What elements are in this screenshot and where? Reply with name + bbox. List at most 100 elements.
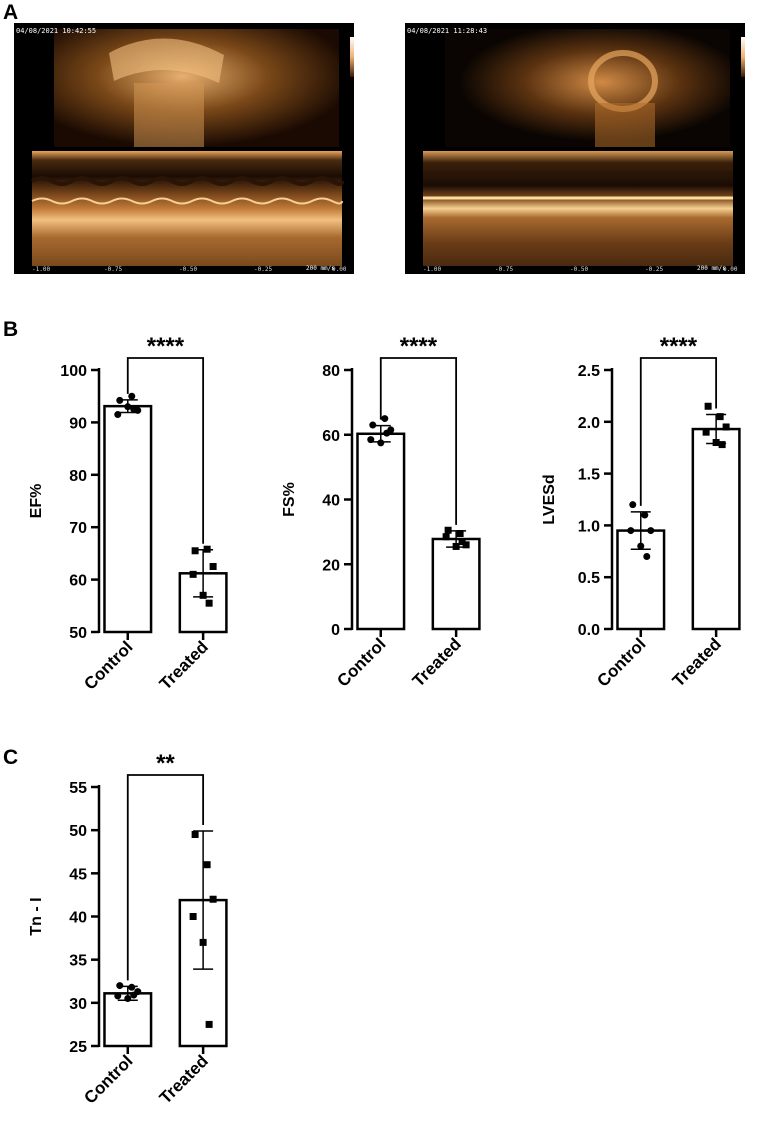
y-tick-label: 80 — [69, 468, 87, 485]
data-point — [462, 541, 470, 549]
data-point — [627, 527, 635, 535]
data-point — [641, 511, 649, 519]
significance-bracket — [126, 357, 205, 544]
data-point — [191, 547, 199, 555]
ultrasound-speed-treated: 200 mm/s — [697, 265, 726, 272]
data-point — [205, 1020, 213, 1028]
ultrasound-graphic-treated: -1.00 -0.75 -0.50 -0.25 0.00 — [423, 29, 745, 273]
y-tick-label: 100 — [60, 363, 87, 380]
significance-label: **** — [400, 333, 438, 360]
ultrasound-timestamp-control: 04/08/2021 10:42:55 — [16, 27, 97, 35]
ultrasound-timestamp-treated: 04/08/2021 11:28:43 — [407, 27, 488, 35]
significance-label: **** — [660, 333, 698, 360]
y-tick-label: 45 — [69, 866, 87, 883]
data-point — [205, 599, 213, 607]
svg-text:-0.75: -0.75 — [104, 266, 122, 273]
panel-label-b: B — [3, 318, 19, 341]
y-axis-title: Tn - I — [28, 897, 45, 935]
y-tick-label: 1.0 — [578, 518, 600, 535]
data-point — [444, 526, 452, 534]
ultrasound-speed-control: 200 mm/s — [306, 265, 335, 272]
x-category-label: Treated — [156, 1051, 212, 1107]
data-point — [442, 533, 450, 541]
y-tick-label: 90 — [69, 415, 87, 432]
y-tick-label: 50 — [69, 625, 87, 642]
data-point — [722, 423, 730, 431]
y-axis-title: LVESd — [541, 474, 558, 524]
y-tick-label: 60 — [322, 428, 340, 445]
svg-text:-1.00: -1.00 — [32, 266, 50, 273]
y-tick-label: 40 — [69, 910, 87, 927]
data-point — [116, 396, 124, 404]
y-axis-title: FS% — [281, 482, 298, 517]
data-point — [377, 439, 385, 447]
data-point — [209, 895, 217, 903]
svg-text:0.00: 0.00 — [723, 266, 738, 273]
svg-text:-0.50: -0.50 — [179, 266, 197, 273]
significance-label: ** — [156, 750, 175, 777]
data-point — [367, 436, 375, 444]
data-point — [199, 591, 207, 599]
data-point — [383, 429, 391, 437]
y-tick-label: 0.5 — [578, 570, 600, 587]
y-axis-title: EF% — [28, 484, 45, 519]
data-point — [629, 501, 637, 509]
data-point — [191, 830, 199, 838]
y-tick-label: 0.0 — [578, 622, 600, 639]
data-point — [716, 413, 724, 421]
ultrasound-image-treated: -1.00 -0.75 -0.50 -0.25 0.00 04/08/2021 … — [405, 23, 745, 274]
data-point — [116, 982, 124, 990]
y-tick-label: 50 — [69, 823, 87, 840]
data-point — [199, 938, 207, 946]
y-tick-label: 2.0 — [578, 415, 600, 432]
data-point — [643, 552, 651, 560]
data-point — [702, 428, 710, 436]
y-tick-label: 20 — [322, 557, 340, 574]
data-point — [704, 402, 712, 410]
data-point — [637, 542, 645, 550]
y-tick-label: 30 — [69, 996, 87, 1013]
svg-text:-0.25: -0.25 — [254, 266, 272, 273]
data-point — [124, 403, 132, 411]
y-tick-label: 55 — [69, 780, 87, 797]
data-point — [369, 421, 377, 429]
data-point — [203, 861, 211, 869]
bar-control — [356, 432, 406, 631]
data-point — [114, 411, 122, 419]
panel-label-c: C — [3, 746, 19, 769]
x-category-label: Control — [80, 1051, 136, 1107]
y-tick-label: 40 — [322, 493, 340, 510]
data-point — [718, 441, 726, 449]
data-point — [114, 992, 122, 1000]
ultrasound-image-control: -1.00 -0.75 -0.50 -0.25 0.00 04/08/2021 … — [14, 23, 354, 274]
svg-text:0.00: 0.00 — [332, 266, 347, 273]
significance-bracket — [126, 774, 205, 981]
svg-text:-0.25: -0.25 — [645, 266, 663, 273]
data-point — [130, 405, 138, 413]
data-point — [452, 542, 460, 550]
y-tick-label: 80 — [322, 363, 340, 380]
svg-text:-0.50: -0.50 — [570, 266, 588, 273]
y-tick-label: 2.5 — [578, 363, 600, 380]
y-tick-label: 60 — [69, 573, 87, 590]
svg-text:-0.75: -0.75 — [495, 266, 513, 273]
data-point — [458, 538, 466, 546]
data-point — [209, 563, 217, 570]
bar-control — [103, 404, 153, 634]
y-tick-label: 70 — [69, 520, 87, 537]
significance-bracket — [639, 357, 718, 506]
significance-label: **** — [147, 333, 185, 360]
y-tick-label: 35 — [69, 953, 87, 970]
panel-label-a: A — [3, 1, 19, 24]
data-point — [124, 995, 132, 1003]
y-tick-label: 1.5 — [578, 467, 600, 484]
data-point — [456, 529, 464, 537]
data-point — [712, 439, 720, 447]
data-point — [381, 415, 389, 423]
data-point — [130, 991, 138, 999]
data-point — [647, 527, 655, 535]
data-point — [128, 392, 136, 400]
